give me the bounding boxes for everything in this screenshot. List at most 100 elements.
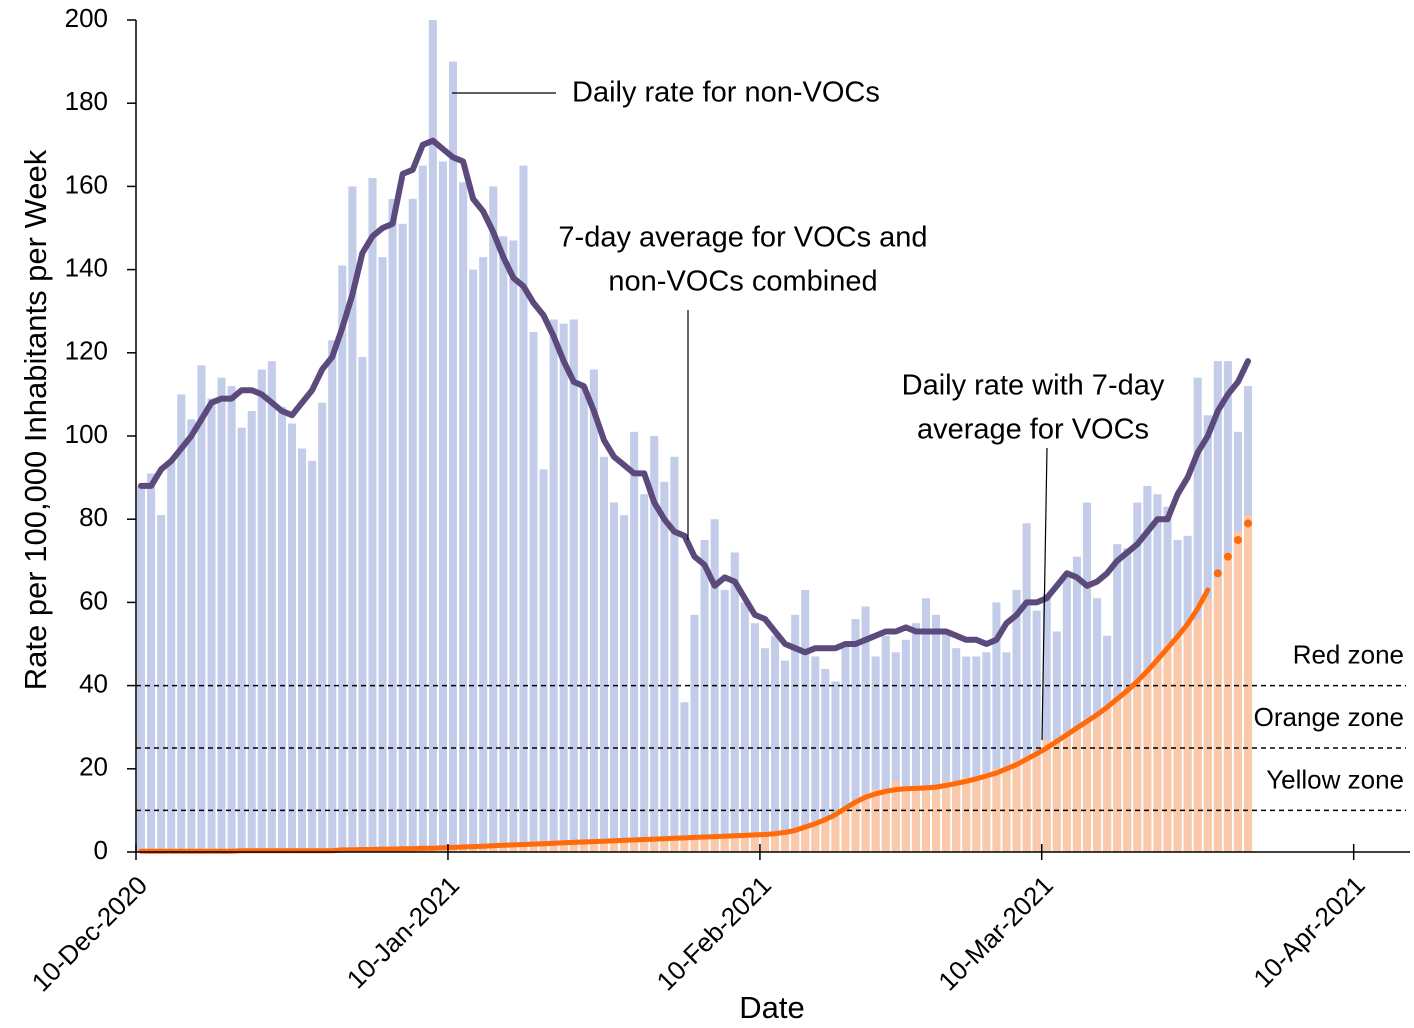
bar	[821, 819, 830, 852]
bar	[438, 161, 447, 852]
bar	[952, 785, 961, 852]
bar	[298, 448, 307, 852]
annotation-leader	[1041, 447, 1048, 741]
bar	[1173, 635, 1182, 852]
bar	[942, 631, 951, 852]
bar	[1163, 644, 1172, 852]
bar	[257, 369, 266, 852]
bar	[921, 598, 931, 852]
bar	[750, 623, 759, 852]
marker	[1223, 552, 1232, 561]
bar	[147, 473, 156, 852]
x-tick-label: 10-Mar-2021	[932, 870, 1058, 996]
bar	[1113, 698, 1122, 852]
bar	[1133, 502, 1142, 852]
y-tick-label: 180	[65, 86, 108, 116]
x-axis-title: Date	[739, 990, 804, 1025]
bar	[730, 835, 739, 852]
bar	[640, 494, 649, 852]
bar	[901, 639, 910, 852]
bar	[771, 833, 780, 852]
bar	[177, 394, 186, 852]
bar	[650, 839, 659, 852]
bar	[720, 836, 729, 852]
bar	[962, 656, 971, 852]
bar	[1062, 573, 1071, 852]
line	[138, 587, 1211, 854]
bar	[670, 838, 679, 852]
bar	[559, 842, 568, 852]
bar	[952, 648, 961, 852]
bar	[730, 552, 739, 852]
bar	[821, 668, 830, 852]
bar	[942, 781, 951, 852]
y-tick-label: 20	[79, 752, 108, 782]
bar	[660, 481, 669, 852]
bar	[1093, 714, 1102, 852]
y-axis-title: Rate per 100,000 Inhabitants per Week	[18, 149, 53, 690]
bar	[861, 793, 870, 852]
bar	[630, 839, 639, 852]
bar	[841, 806, 850, 852]
bar	[1153, 656, 1162, 852]
bar	[509, 240, 518, 853]
bar	[851, 802, 860, 852]
bar	[932, 614, 941, 852]
bar	[851, 619, 860, 852]
bar	[137, 485, 146, 852]
bar	[831, 681, 840, 852]
bar	[167, 460, 176, 852]
bar	[287, 423, 297, 852]
zone-label: Orange zone	[1254, 702, 1404, 732]
bar	[1022, 756, 1031, 852]
bar	[680, 702, 689, 852]
bar	[1203, 598, 1212, 852]
bar	[690, 614, 699, 852]
bar	[620, 840, 629, 852]
bar	[599, 841, 608, 852]
bar	[348, 186, 357, 852]
bar	[1052, 743, 1061, 852]
zone-label: Red zone	[1293, 639, 1404, 669]
bar	[1032, 610, 1041, 852]
bar	[1143, 668, 1152, 852]
x-tick-label: 10-Jan-2021	[341, 870, 465, 994]
bar	[559, 323, 568, 852]
bar	[750, 834, 759, 852]
bar	[811, 823, 820, 852]
bar	[630, 431, 639, 852]
bar	[187, 419, 196, 852]
bar	[891, 781, 900, 852]
bar	[932, 785, 941, 852]
bar	[1123, 689, 1132, 852]
bar	[901, 789, 910, 852]
bar	[217, 377, 226, 852]
bar	[489, 845, 498, 852]
marker	[1213, 569, 1222, 578]
bar	[529, 332, 538, 852]
bar	[579, 842, 588, 852]
annotation: non-VOCs combined	[608, 266, 877, 298]
bar	[1062, 731, 1071, 852]
bar	[710, 836, 719, 852]
bar	[609, 840, 619, 852]
bar	[700, 837, 709, 852]
bar	[569, 842, 578, 852]
bar	[720, 589, 729, 852]
bar	[640, 839, 649, 852]
bar	[509, 844, 518, 852]
bar	[539, 469, 548, 852]
bar	[881, 635, 890, 852]
bar	[660, 838, 669, 852]
bar	[1002, 652, 1011, 852]
bar	[811, 656, 820, 852]
marker	[1233, 536, 1242, 544]
bar	[1193, 619, 1202, 852]
bar	[1042, 739, 1051, 852]
bar	[1193, 377, 1202, 852]
bar	[448, 61, 458, 853]
bar	[227, 386, 236, 852]
bar	[871, 656, 880, 852]
bar	[791, 830, 800, 852]
bar	[459, 182, 468, 853]
